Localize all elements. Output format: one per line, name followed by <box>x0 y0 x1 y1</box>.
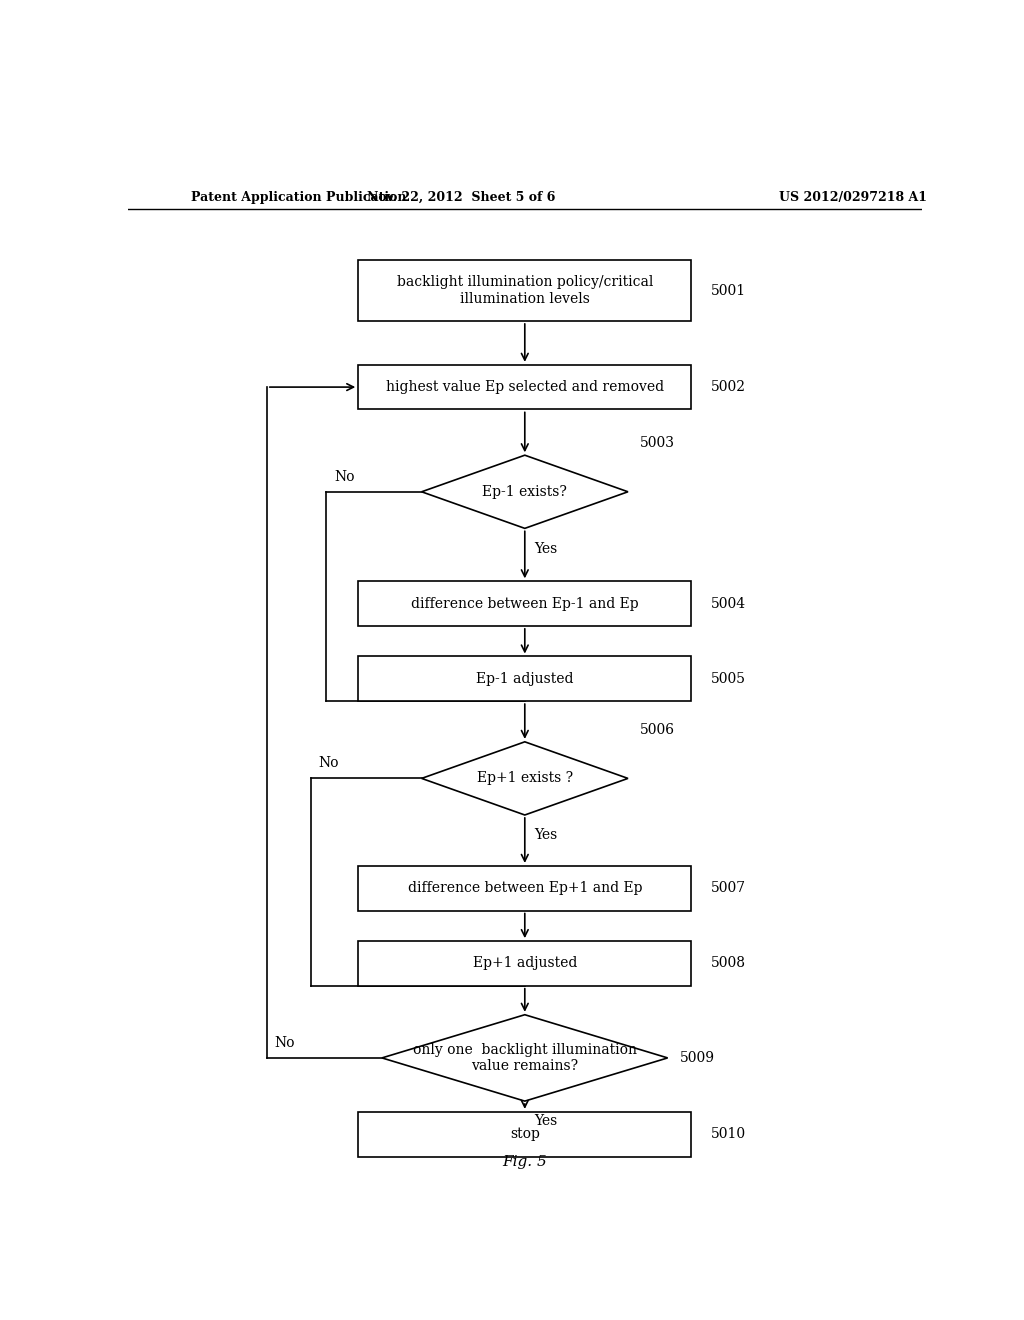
FancyBboxPatch shape <box>358 1111 691 1156</box>
Text: backlight illumination policy/critical
illumination levels: backlight illumination policy/critical i… <box>396 276 653 306</box>
Polygon shape <box>422 455 628 528</box>
Polygon shape <box>422 742 628 814</box>
Text: difference between Ep+1 and Ep: difference between Ep+1 and Ep <box>408 882 642 895</box>
Text: Patent Application Publication: Patent Application Publication <box>191 190 407 203</box>
Text: 5006: 5006 <box>640 723 675 737</box>
FancyBboxPatch shape <box>358 941 691 986</box>
Text: Ep-1 adjusted: Ep-1 adjusted <box>476 672 573 686</box>
Text: No: No <box>318 756 339 771</box>
Text: 5009: 5009 <box>680 1051 715 1065</box>
FancyBboxPatch shape <box>358 364 691 409</box>
Text: highest value Ep selected and removed: highest value Ep selected and removed <box>386 380 664 395</box>
Text: only one  backlight illumination
value remains?: only one backlight illumination value re… <box>413 1043 637 1073</box>
Text: 5003: 5003 <box>640 436 675 450</box>
Text: Nov. 22, 2012  Sheet 5 of 6: Nov. 22, 2012 Sheet 5 of 6 <box>368 190 555 203</box>
Text: Yes: Yes <box>535 1114 558 1129</box>
FancyBboxPatch shape <box>358 656 691 701</box>
Text: 5005: 5005 <box>712 672 746 686</box>
Text: US 2012/0297218 A1: US 2012/0297218 A1 <box>778 190 927 203</box>
Text: Yes: Yes <box>535 541 558 556</box>
Text: 5010: 5010 <box>712 1127 746 1142</box>
Text: 5001: 5001 <box>712 284 746 297</box>
FancyBboxPatch shape <box>358 866 691 911</box>
Text: 5004: 5004 <box>712 597 746 611</box>
Text: difference between Ep-1 and Ep: difference between Ep-1 and Ep <box>411 597 639 611</box>
Text: 5002: 5002 <box>712 380 746 395</box>
FancyBboxPatch shape <box>358 260 691 321</box>
Text: No: No <box>274 1036 295 1049</box>
Text: stop: stop <box>510 1127 540 1142</box>
Text: 5008: 5008 <box>712 957 746 970</box>
Text: 5007: 5007 <box>712 882 746 895</box>
FancyBboxPatch shape <box>358 581 691 626</box>
Text: No: No <box>334 470 355 483</box>
Text: Ep+1 exists ?: Ep+1 exists ? <box>477 771 572 785</box>
Text: Ep+1 adjusted: Ep+1 adjusted <box>473 957 577 970</box>
Text: Ep-1 exists?: Ep-1 exists? <box>482 484 567 499</box>
Polygon shape <box>382 1015 668 1101</box>
Text: Yes: Yes <box>535 828 558 842</box>
Text: Fig. 5: Fig. 5 <box>503 1155 547 1168</box>
